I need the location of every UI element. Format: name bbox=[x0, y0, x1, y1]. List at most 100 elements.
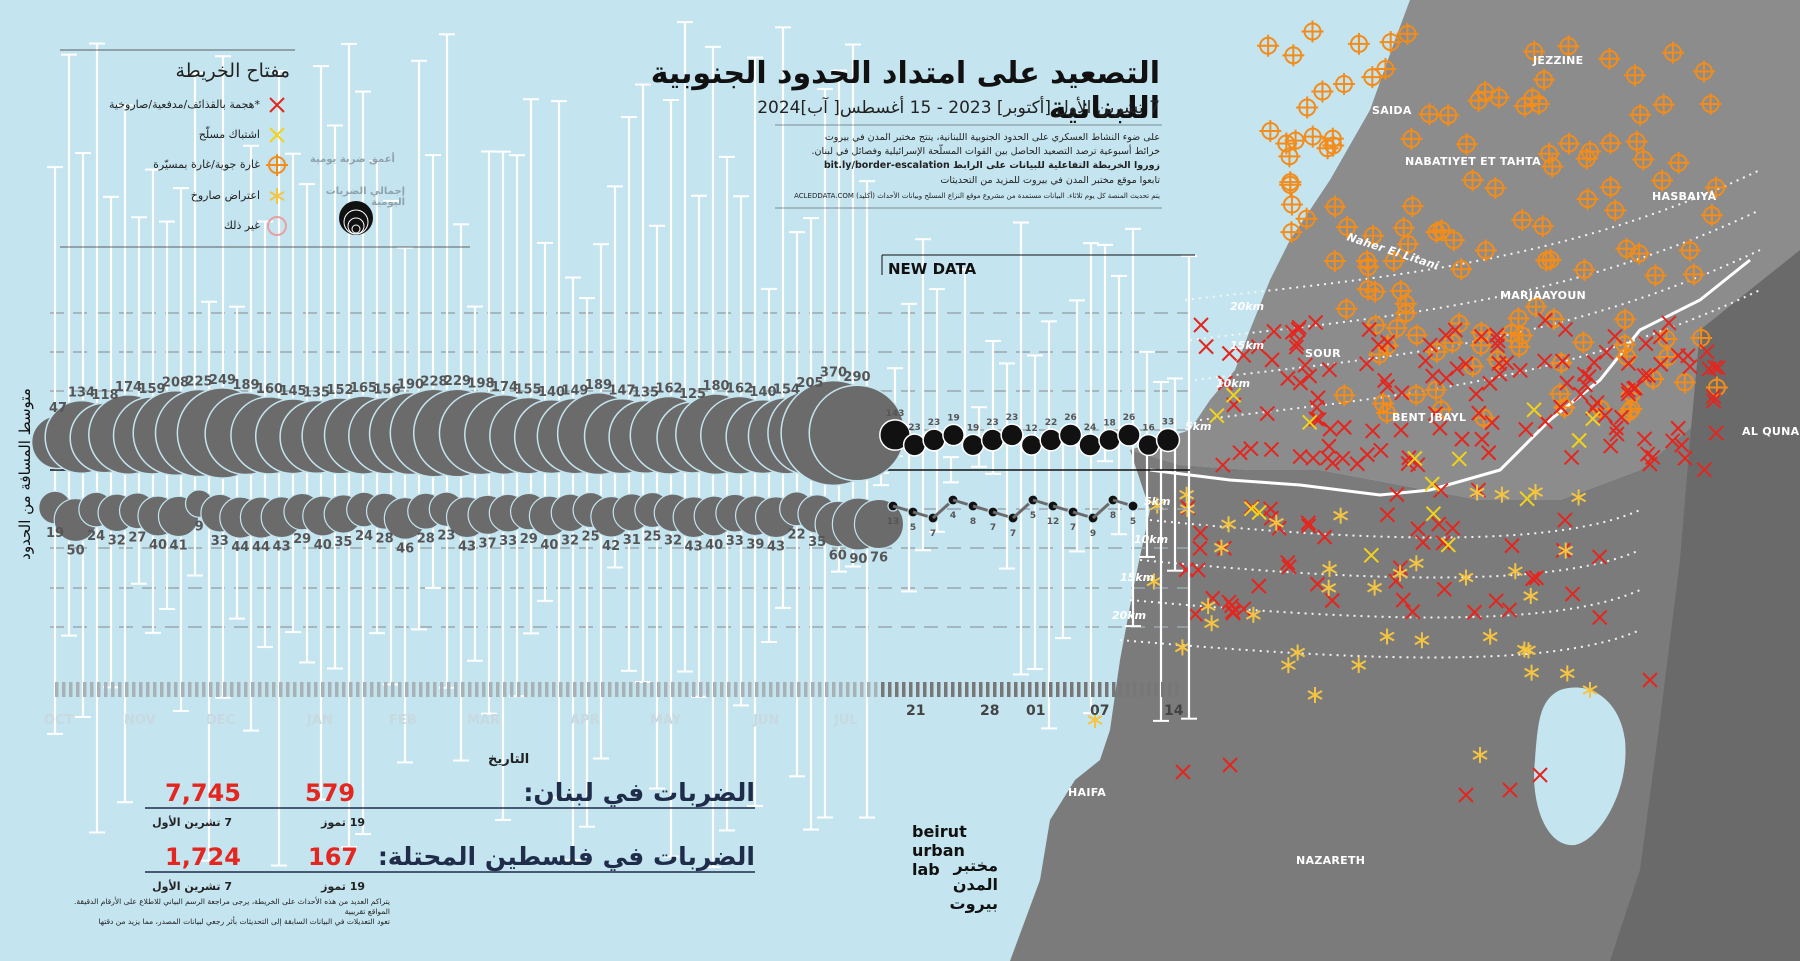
contour-lebanon bbox=[1189, 209, 1761, 341]
event-x-stroke bbox=[1395, 592, 1411, 608]
stat-label-palestine: الضربات في فلسطين المحتلة: bbox=[377, 842, 755, 871]
event-x-icon bbox=[1557, 321, 1574, 338]
event-x-icon bbox=[1586, 354, 1602, 371]
event-target-icon bbox=[1535, 249, 1558, 272]
timeline-tick bbox=[531, 682, 535, 697]
event-x-stroke bbox=[1358, 356, 1375, 372]
event-x-stroke bbox=[1301, 368, 1318, 384]
timeline-tick bbox=[160, 682, 164, 697]
event-target-icon bbox=[1437, 104, 1460, 127]
timeline-tick bbox=[678, 682, 682, 697]
lebanon-value-label: 189 bbox=[232, 378, 259, 393]
timeline-tick bbox=[335, 682, 339, 697]
palestine-value-label: 7 bbox=[990, 523, 996, 533]
event-x-icon bbox=[1607, 328, 1623, 345]
event-target-icon bbox=[1652, 93, 1675, 116]
event-x-icon bbox=[1175, 764, 1191, 780]
timeline-tick bbox=[349, 682, 353, 697]
event-target-icon bbox=[1705, 376, 1728, 399]
timeline-tick bbox=[818, 682, 822, 697]
event-x-icon bbox=[1639, 446, 1656, 462]
event-x-stroke bbox=[1435, 535, 1451, 551]
timeline-tick bbox=[1147, 682, 1151, 697]
event-x-stroke bbox=[1316, 529, 1333, 545]
event-target-icon bbox=[1405, 324, 1428, 347]
event-x-icon bbox=[1484, 414, 1500, 431]
event-star-icon bbox=[1307, 687, 1323, 703]
palestine-value-label: 40 bbox=[314, 538, 332, 553]
event-star-stroke bbox=[1221, 519, 1237, 530]
palestine-value-label: 32 bbox=[108, 534, 126, 549]
event-x-stroke bbox=[1557, 321, 1574, 338]
event-x-icon bbox=[1705, 393, 1722, 409]
event-x-stroke bbox=[1361, 321, 1377, 338]
event-star-stroke bbox=[1516, 644, 1532, 655]
city-label-marjaayoun: MARJAAYOUN bbox=[1500, 289, 1587, 302]
event-target-icon bbox=[1615, 237, 1638, 260]
timeline-tick bbox=[580, 682, 584, 697]
event-x-stroke bbox=[1620, 355, 1637, 372]
event-x-icon bbox=[1432, 420, 1448, 436]
timeline-tick bbox=[748, 682, 752, 697]
event-star-stroke bbox=[1290, 647, 1306, 658]
lebanon-value-label: 16 bbox=[1142, 424, 1155, 434]
city-label-nabatiyet: NABATIYET ET TAHTA bbox=[1405, 155, 1541, 168]
event-x-icon bbox=[1504, 538, 1520, 554]
event-x-icon bbox=[1359, 446, 1375, 463]
timeline-tick bbox=[104, 682, 108, 697]
lebanon-bubble bbox=[1020, 434, 1043, 456]
event-target-icon bbox=[1604, 199, 1627, 222]
description-link-line[interactable]: زوروا الخريطة التفاعلية للبيانات على الر… bbox=[823, 160, 1160, 171]
event-x-stroke bbox=[1473, 328, 1490, 345]
event-x-stroke bbox=[1284, 324, 1301, 340]
event-x-stroke bbox=[1288, 339, 1304, 355]
timeline-tick bbox=[461, 682, 465, 697]
lebanon-value-label: 118 bbox=[91, 388, 118, 403]
timeline-tick bbox=[139, 682, 143, 697]
event-x-stroke bbox=[1512, 362, 1528, 379]
event-x-stroke bbox=[1474, 431, 1490, 447]
event-target-icon bbox=[1533, 68, 1556, 91]
event-x-icon bbox=[1436, 581, 1453, 598]
event-x-stroke bbox=[1222, 757, 1238, 773]
palestine-value-label: 43 bbox=[685, 540, 703, 555]
event-star-stroke bbox=[1146, 576, 1162, 587]
palestine-value-label: 43 bbox=[767, 540, 785, 555]
timeline-tick bbox=[804, 682, 808, 697]
event-x-stroke bbox=[1553, 399, 1569, 415]
timeline-tick bbox=[1140, 682, 1144, 697]
event-x-icon bbox=[1407, 450, 1423, 467]
timeline-tick bbox=[937, 682, 941, 697]
event-star-icon bbox=[1469, 484, 1485, 501]
month-label-dec: DEC bbox=[206, 713, 236, 728]
event-x-stroke bbox=[1319, 450, 1336, 466]
event-target-icon bbox=[1282, 44, 1305, 67]
lebanon-value-label: 12 bbox=[1025, 424, 1038, 434]
timeline-tick bbox=[1007, 682, 1011, 697]
event-target-icon bbox=[1430, 398, 1453, 421]
event-star-stroke bbox=[1408, 558, 1424, 569]
event-target-icon bbox=[1527, 93, 1550, 116]
event-x-icon bbox=[1415, 534, 1431, 551]
y-axis-label: متوسط المسافة من الحدود bbox=[16, 388, 34, 560]
event-x-stroke bbox=[1263, 441, 1280, 458]
timeline-tick bbox=[118, 682, 122, 697]
event-x-stroke bbox=[1585, 400, 1601, 416]
event-x-stroke bbox=[1425, 506, 1442, 522]
event-x-icon bbox=[1361, 321, 1377, 338]
event-x-icon bbox=[1288, 339, 1304, 355]
event-target-icon bbox=[1396, 22, 1419, 45]
event-x-icon bbox=[1559, 375, 1575, 391]
event-target-icon bbox=[1644, 264, 1667, 287]
event-x-icon bbox=[1473, 328, 1490, 345]
timeline-tick bbox=[398, 682, 402, 697]
event-x-icon bbox=[1652, 329, 1669, 345]
event-x-stroke bbox=[1394, 385, 1410, 401]
lebanon-value-label: 370 bbox=[820, 366, 847, 381]
event-x-stroke bbox=[1670, 420, 1686, 436]
palestine-value-label: 7 bbox=[1070, 523, 1076, 533]
event-target-icon bbox=[1511, 324, 1534, 347]
lebanon-value-label: 134 bbox=[68, 386, 95, 401]
event-x-stroke bbox=[1292, 448, 1308, 465]
timeline-tick bbox=[1105, 682, 1109, 697]
